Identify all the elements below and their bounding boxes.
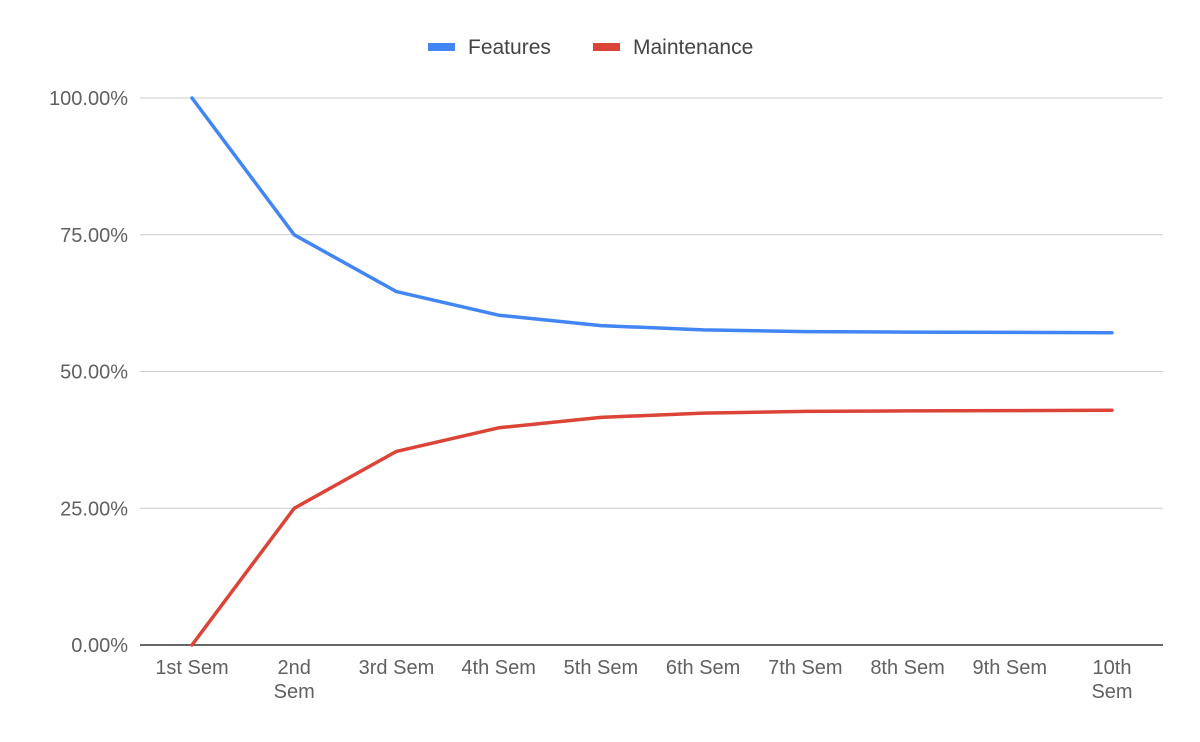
y-tick-label: 50.00% [60, 362, 128, 384]
x-tick-label: 6th Sem [666, 657, 740, 679]
legend-swatch [428, 43, 455, 51]
legend-label: Maintenance [633, 36, 753, 59]
x-tick-label: 1st Sem [155, 657, 228, 679]
y-tick-label: 100.00% [49, 88, 128, 110]
x-tick-label: 2nd Sem [274, 657, 315, 703]
legend-swatch [593, 43, 620, 51]
series-line-features [190, 96, 1114, 335]
series-lines [190, 96, 1114, 647]
x-tick-label: 4th Sem [461, 657, 535, 679]
gridlines [140, 97, 1163, 509]
x-axis-tick-labels: 1st Sem 2nd Sem 3rd Sem 4th Sem 5th Sem 6th Se… [155, 657, 1132, 703]
legend-label: Features [468, 36, 551, 59]
x-tick-label: 10th Sem [1091, 657, 1132, 703]
x-tick-label: 3rd Sem [359, 657, 435, 679]
y-tick-label: 0.00% [71, 635, 128, 657]
legend-item-features: Features [428, 36, 551, 59]
legend: Features Maintenance [428, 36, 753, 59]
y-tick-label: 75.00% [60, 225, 128, 247]
y-tick-label: 25.00% [60, 498, 128, 520]
x-tick-label: 5th Sem [564, 657, 638, 679]
y-axis-tick-labels: 0.00% 25.00% 50.00% 75.00% 100.00% [49, 88, 128, 657]
series-line-maintenance [190, 408, 1114, 647]
x-tick-label: 9th Sem [973, 657, 1047, 679]
legend-item-maintenance: Maintenance [593, 36, 753, 59]
x-tick-label: 7th Sem [768, 657, 842, 679]
x-tick-label: 8th Sem [870, 657, 944, 679]
